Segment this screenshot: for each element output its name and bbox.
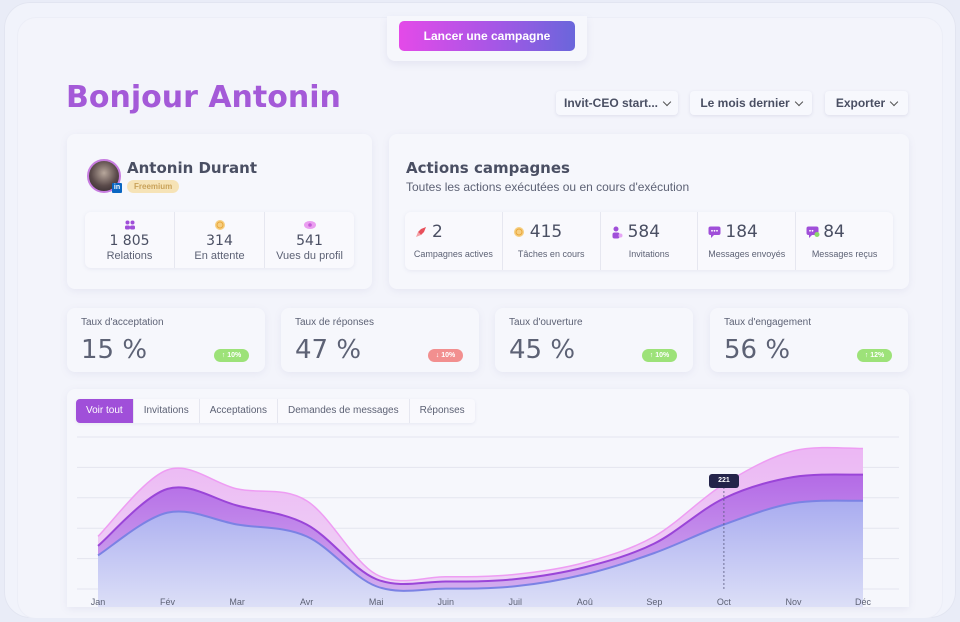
x-tick-label: Aoû <box>576 597 593 607</box>
cta-container: Lancer une campagne <box>387 16 587 61</box>
open-rate-card: Taux d'ouverture 45 % ↑ 10% <box>495 308 693 372</box>
rate-value: 45 % <box>509 335 576 365</box>
stat-value: 584 <box>627 222 661 242</box>
trend-delta: 10% <box>227 352 242 359</box>
rate-value: 15 % <box>81 335 148 365</box>
stat-value: 184 <box>725 222 758 242</box>
stat-invitations[interactable]: 584 Invitations <box>601 212 699 270</box>
tab-invitations[interactable]: Invitations <box>134 399 200 423</box>
coin-icon <box>513 227 524 237</box>
campaign-filter-dropdown[interactable]: Invit-CEO start... <box>556 91 678 115</box>
stat-value: 314 <box>206 233 233 249</box>
stat-relations[interactable]: 1 805 Relations <box>85 212 175 268</box>
action-stats: 2 Campagnes actives 415 Tâches en cours … <box>405 212 893 270</box>
tab-replies[interactable]: Réponses <box>419 405 465 416</box>
x-tick-label: Jan <box>90 597 106 607</box>
area-chart <box>77 436 899 607</box>
engagement-rate-card: Taux d'engagement 56 % ↑ 12% <box>710 308 908 372</box>
tooltip-value: 221 <box>718 477 730 484</box>
eye-icon <box>303 221 316 229</box>
stat-label: Tâches en cours <box>517 249 585 259</box>
card-subtitle: Toutes les actions exécutées ou en cours… <box>406 180 690 194</box>
campaign-filter-label: Invit-CEO start... <box>563 96 658 110</box>
profile-card: in Antonin Durant Freemium 1 805 Relatio… <box>67 134 372 289</box>
stat-value: 2 <box>432 222 443 242</box>
stat-value: 1 805 <box>109 233 150 249</box>
campaign-actions-card: Actions campagnes Toutes les actions exé… <box>389 134 909 289</box>
linkedin-icon: in <box>112 183 122 193</box>
stat-active-campaigns[interactable]: 2 Campagnes actives <box>405 212 503 270</box>
trend-delta: 12% <box>870 352 885 359</box>
x-tick-label: Nov <box>785 597 802 607</box>
stat-label: Vues du profil <box>276 250 343 262</box>
trend-delta: 10% <box>655 352 670 359</box>
chevron-down-icon <box>889 97 899 106</box>
rate-value: 47 % <box>295 335 362 365</box>
clock-icon <box>214 220 225 230</box>
period-filter-dropdown[interactable]: Le mois dernier <box>690 91 812 115</box>
series-line-1[interactable] <box>97 473 864 586</box>
stat-messages-received[interactable]: 84 Messages reçus <box>796 212 893 270</box>
export-dropdown[interactable]: Exporter <box>825 91 908 115</box>
x-tick-label: Juin <box>437 597 454 607</box>
rocket-icon <box>416 227 426 237</box>
trend-delta: 10% <box>441 352 456 359</box>
profile-stats: 1 805 Relations 314 En attente 541 Vues … <box>85 212 354 268</box>
people-icon <box>124 220 135 230</box>
launch-campaign-button[interactable]: Lancer une campagne <box>399 21 575 51</box>
person-add-icon <box>612 226 623 239</box>
trend-down-badge: ↓ 10% <box>428 349 463 362</box>
stat-label: Relations <box>106 250 153 262</box>
rate-label: Taux de réponses <box>295 317 374 328</box>
stat-tasks-in-progress[interactable]: 415 Tâches en cours <box>503 212 601 270</box>
x-tick-label: Juil <box>508 597 523 607</box>
card-title: Actions campagnes <box>406 159 570 177</box>
acceptance-rate-card: Taux d'acceptation 15 % ↑ 10% <box>67 308 265 372</box>
stat-value: 84 <box>823 222 845 242</box>
chat-check-icon <box>806 226 820 238</box>
rate-label: Taux d'acceptation <box>81 317 164 328</box>
trend-up-badge: ↑ 10% <box>642 349 677 362</box>
rate-value: 56 % <box>724 335 791 365</box>
period-filter-label: Le mois dernier <box>700 96 790 110</box>
profile-name: Antonin Durant <box>127 159 257 177</box>
x-tick-label: Déc <box>854 597 872 607</box>
tab-acceptances[interactable]: Acceptations <box>200 399 278 423</box>
series-area-2 <box>98 500 863 607</box>
stat-label: Campagnes actives <box>413 249 493 259</box>
tab-all[interactable]: Voir tout <box>76 399 134 423</box>
tab-message-requests[interactable]: Demandes de messages <box>278 399 410 423</box>
x-tick-label: Mar <box>229 597 245 607</box>
trend-up-badge: ↑ 10% <box>214 349 249 362</box>
chart-tooltip: 221 <box>708 474 739 488</box>
response-rate-card: Taux de réponses 47 % ↓ 10% <box>281 308 479 372</box>
x-tick-label: Fév <box>160 597 176 607</box>
x-tick-label: Avr <box>299 597 314 607</box>
chevron-down-icon <box>794 97 803 106</box>
chevron-down-icon <box>662 97 672 106</box>
activity-chart-card: Voir tout Invitations Acceptations Deman… <box>67 389 909 607</box>
stat-label: Messages envoyés <box>708 249 786 259</box>
x-tick-label: Mai <box>368 597 384 607</box>
chat-icon <box>708 226 721 238</box>
rate-label: Taux d'ouverture <box>509 317 583 328</box>
stat-profile-views[interactable]: 541 Vues du profil <box>265 212 354 268</box>
chart-tabs: Voir tout Invitations Acceptations Deman… <box>76 399 475 423</box>
page-title: Bonjour Antonin <box>66 80 341 115</box>
export-label: Exporter <box>835 96 886 110</box>
stat-label: Messages reçus <box>811 249 878 259</box>
stat-value: 415 <box>529 222 563 242</box>
trend-up-badge: ↑ 12% <box>857 349 892 362</box>
x-tick-label: Oct <box>716 597 731 607</box>
stat-pending[interactable]: 314 En attente <box>175 212 265 268</box>
stat-messages-sent[interactable]: 184 Messages envoyés <box>698 212 797 270</box>
rate-label: Taux d'engagement <box>724 317 811 328</box>
stat-label: En attente <box>194 250 245 262</box>
plan-badge: Freemium <box>127 180 180 193</box>
series-line-2[interactable] <box>97 499 864 592</box>
x-tick-label: Sep <box>646 597 663 607</box>
stat-value: 541 <box>296 233 323 249</box>
stat-label: Invitations <box>628 249 670 259</box>
